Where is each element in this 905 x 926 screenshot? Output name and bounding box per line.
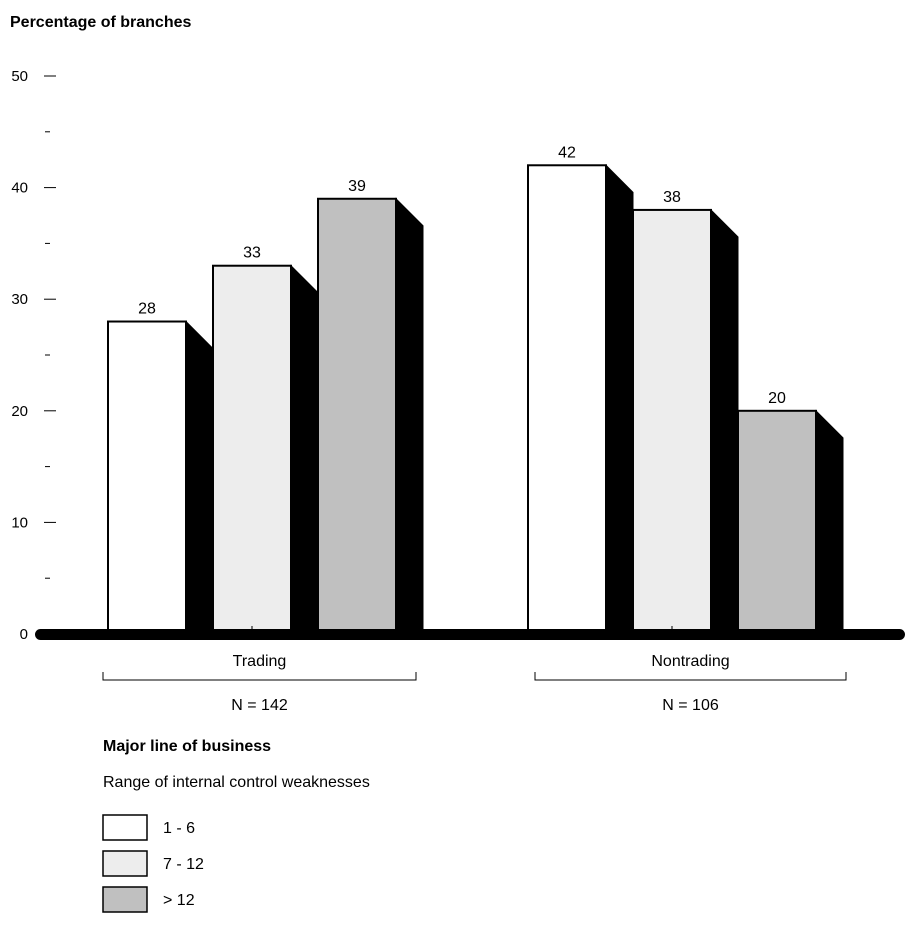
bar [212, 264, 292, 635]
y-tick-label: 40 [11, 180, 28, 197]
legend-label: 1 - 6 [163, 820, 195, 837]
y-tick-label: 50 [11, 68, 28, 85]
x-axis-baseline [35, 626, 905, 640]
x-axis-line [35, 629, 905, 640]
bar-value-label: 39 [348, 178, 366, 195]
category-label: Nontrading [651, 653, 729, 670]
bar-value-label: 42 [558, 144, 576, 161]
y-tick-label: 10 [11, 514, 28, 531]
bar [317, 197, 397, 635]
bar-value-label: 38 [663, 189, 681, 206]
category-labels: Trading N = 142 Nontrading N = 106 [102, 653, 847, 714]
category-count-label: N = 142 [231, 697, 288, 714]
bar-value-label: 20 [768, 390, 786, 407]
legend-label: 7 - 12 [163, 856, 204, 873]
legend-swatch [102, 850, 148, 877]
legend-title: Range of internal control weaknesses [103, 774, 370, 791]
bar [737, 409, 817, 635]
category-label: Trading [233, 653, 287, 670]
category-bracket [534, 672, 847, 681]
y-tick-label: 20 [11, 403, 28, 420]
bar [632, 208, 712, 635]
bar-shadow [815, 409, 844, 635]
legend-swatch [102, 886, 148, 913]
bar [107, 320, 187, 635]
legend: 1 - 6 7 - 12 > 12 [102, 814, 204, 913]
bar-value-label: 28 [138, 301, 156, 318]
bar-value-label: 33 [243, 245, 261, 262]
bar-shadow [185, 320, 214, 635]
bar [527, 164, 607, 635]
category-count-label: N = 106 [662, 697, 719, 714]
category-bracket [102, 672, 417, 681]
bars-group: 28 33 39 42 38 20 [107, 144, 844, 635]
y-tick-label: 0 [20, 626, 28, 643]
y-axis-title: Percentage of branches [10, 14, 192, 31]
y-axis: 0 10 20 30 40 50 [11, 68, 56, 643]
bar-shadow [290, 264, 319, 635]
bar-shadow [710, 208, 739, 635]
bar-shadow [605, 164, 634, 635]
legend-label: > 12 [163, 892, 195, 909]
legend-swatch [102, 814, 148, 841]
bar-shadow [395, 197, 424, 635]
x-axis-title: Major line of business [103, 738, 271, 755]
y-tick-label: 30 [11, 291, 28, 308]
